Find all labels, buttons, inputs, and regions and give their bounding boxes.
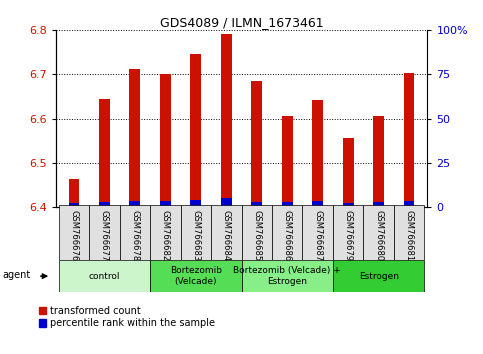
FancyBboxPatch shape — [150, 205, 181, 260]
Text: GSM766677: GSM766677 — [100, 210, 109, 261]
FancyBboxPatch shape — [181, 205, 211, 260]
Bar — [252, 202, 262, 206]
Text: GSM766687: GSM766687 — [313, 210, 322, 261]
Bar — [99, 202, 110, 206]
FancyBboxPatch shape — [333, 205, 363, 260]
Bar — [313, 99, 323, 207]
Bar — [282, 116, 293, 207]
Text: GSM766678: GSM766678 — [130, 210, 139, 261]
Bar — [373, 202, 384, 206]
Bar — [343, 203, 354, 206]
Bar — [343, 138, 354, 207]
Text: Bortezomib (Velcade) +
Estrogen: Bortezomib (Velcade) + Estrogen — [233, 267, 341, 286]
FancyBboxPatch shape — [120, 205, 150, 260]
Bar — [221, 34, 231, 207]
Title: GDS4089 / ILMN_1673461: GDS4089 / ILMN_1673461 — [160, 16, 323, 29]
FancyBboxPatch shape — [58, 260, 150, 292]
Text: Estrogen: Estrogen — [359, 272, 398, 281]
Bar — [160, 74, 170, 207]
FancyBboxPatch shape — [363, 205, 394, 260]
Bar — [69, 203, 79, 206]
Text: GSM766676: GSM766676 — [70, 210, 78, 261]
Text: GSM766686: GSM766686 — [283, 210, 292, 261]
Bar — [221, 198, 231, 206]
Text: GSM766682: GSM766682 — [161, 210, 170, 261]
Bar — [69, 179, 79, 207]
Bar — [313, 201, 323, 206]
FancyBboxPatch shape — [89, 205, 120, 260]
Text: GSM766685: GSM766685 — [252, 210, 261, 261]
Bar — [99, 99, 110, 207]
Text: GSM766683: GSM766683 — [191, 210, 200, 261]
Text: Bortezomib
(Velcade): Bortezomib (Velcade) — [170, 267, 222, 286]
FancyBboxPatch shape — [58, 205, 89, 260]
Text: GSM766680: GSM766680 — [374, 210, 383, 261]
Bar — [282, 202, 293, 206]
Bar — [404, 201, 414, 206]
Bar — [129, 201, 140, 206]
FancyBboxPatch shape — [150, 260, 242, 292]
FancyBboxPatch shape — [272, 205, 302, 260]
FancyBboxPatch shape — [394, 205, 425, 260]
Text: GSM766679: GSM766679 — [344, 210, 353, 261]
Text: GSM766681: GSM766681 — [405, 210, 413, 261]
Text: control: control — [88, 272, 120, 281]
Bar — [190, 55, 201, 207]
FancyBboxPatch shape — [242, 260, 333, 292]
FancyBboxPatch shape — [302, 205, 333, 260]
Bar — [404, 73, 414, 207]
Bar — [160, 201, 170, 206]
FancyBboxPatch shape — [242, 205, 272, 260]
Bar — [190, 200, 201, 206]
Bar — [373, 116, 384, 207]
FancyBboxPatch shape — [211, 205, 242, 260]
FancyBboxPatch shape — [333, 260, 425, 292]
Text: GSM766684: GSM766684 — [222, 210, 231, 261]
Bar — [252, 81, 262, 207]
Bar — [129, 69, 140, 207]
Legend: transformed count, percentile rank within the sample: transformed count, percentile rank withi… — [39, 306, 215, 328]
Text: agent: agent — [3, 270, 31, 280]
